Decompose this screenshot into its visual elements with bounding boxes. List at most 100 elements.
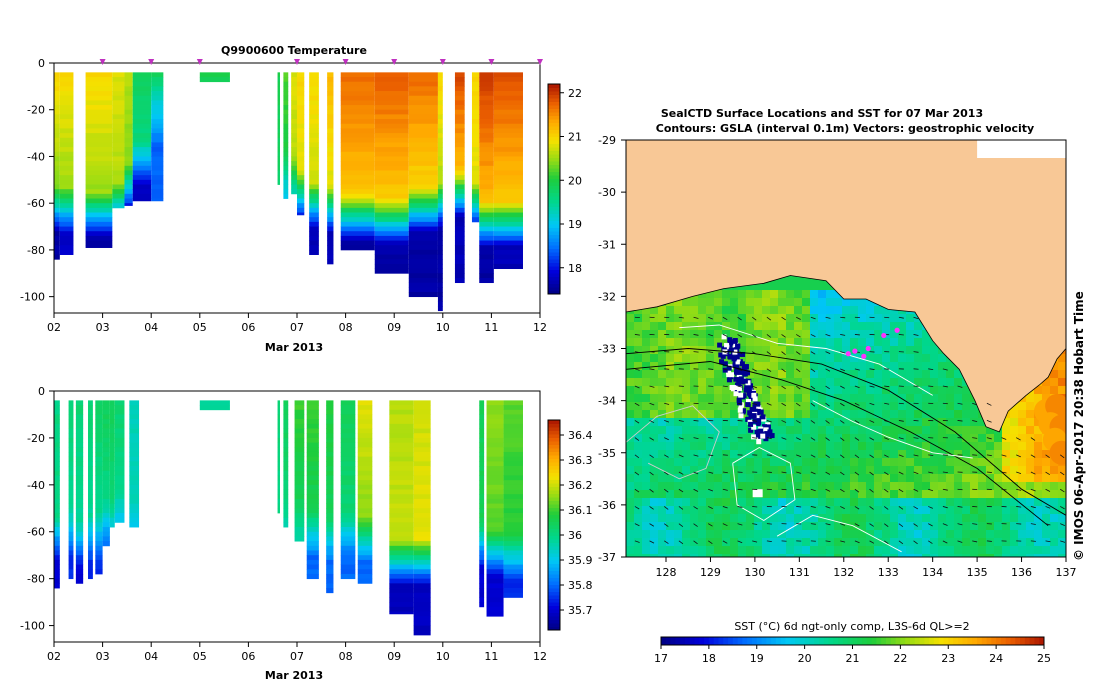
profile-cell <box>75 414 84 420</box>
sst-cell <box>978 450 986 458</box>
velocity-vector <box>1030 506 1036 509</box>
profile-cell <box>199 405 230 411</box>
profile-cell <box>114 508 125 514</box>
profile-cell <box>151 175 164 181</box>
velocity-vector <box>854 420 860 424</box>
colorbar-frame <box>547 83 561 295</box>
velocity-vector <box>957 540 963 543</box>
profile-cell <box>408 226 438 232</box>
sst-cell <box>626 474 634 482</box>
sst-cell <box>850 370 858 378</box>
sst-cell <box>850 546 858 554</box>
sst-cell <box>690 418 698 426</box>
profile-cell <box>479 447 485 453</box>
sst-cell <box>714 442 722 450</box>
sst-cell <box>762 354 770 362</box>
profile-cell <box>102 437 110 444</box>
profile-cell <box>503 531 523 537</box>
profile-cell <box>306 433 319 439</box>
gsla-contour-line <box>776 514 902 553</box>
sst-colorbar-segment <box>847 637 853 645</box>
sst-cell <box>810 362 818 370</box>
sst-cell <box>658 522 666 530</box>
profile-cell <box>109 433 115 439</box>
sst-colorbar-segment <box>728 637 734 645</box>
sst-cell <box>714 298 722 306</box>
sst-cell <box>786 370 794 378</box>
sst-cell <box>786 442 794 450</box>
profile-cell <box>503 428 523 434</box>
sst-cell <box>770 450 778 458</box>
profile-cell <box>309 245 319 251</box>
sst-cell <box>730 306 738 314</box>
profile-cell <box>68 489 74 495</box>
profile-cell <box>503 433 523 439</box>
profile-cell <box>340 494 356 500</box>
profile-cell <box>85 100 113 106</box>
sst-cell <box>930 386 938 394</box>
sst-cell <box>690 514 698 522</box>
sst-cell <box>730 490 738 498</box>
profile-cell <box>479 597 485 603</box>
profile-cell <box>294 414 305 420</box>
sst-cell <box>882 394 890 402</box>
sst-cell <box>898 362 906 370</box>
profile-cell <box>306 559 319 565</box>
profile-cell <box>486 405 504 411</box>
sst-cell <box>954 386 962 394</box>
profile-cell <box>479 86 494 92</box>
profile-cell <box>59 184 74 190</box>
sst-cell <box>946 370 954 378</box>
profile-cell <box>486 451 504 458</box>
profile-cell <box>493 249 523 255</box>
sst-cell <box>706 298 714 306</box>
sst-cell <box>794 418 802 426</box>
profile-cell <box>283 123 289 129</box>
sst-cell <box>746 314 754 322</box>
sst-cell <box>650 322 658 330</box>
profile-cell <box>327 198 334 204</box>
profile-cell <box>408 123 438 129</box>
missing-data-box <box>977 140 1066 158</box>
colorbar-segment <box>548 280 560 284</box>
profile-cell <box>479 240 494 246</box>
colorbar-segment <box>548 94 560 99</box>
cloud-pixel <box>760 414 766 420</box>
profile-cell <box>437 282 443 288</box>
sst-cell <box>786 290 794 298</box>
profile-cell <box>374 268 409 274</box>
sst-cell <box>898 346 906 354</box>
sst-cell <box>674 410 682 418</box>
sst-cell <box>946 378 954 386</box>
sst-colorbar-segment <box>799 637 806 645</box>
profile-cell <box>291 95 298 101</box>
velocity-vector <box>840 523 846 526</box>
colorbar-tick-label: 20 <box>568 174 582 187</box>
profile-cell <box>357 405 373 411</box>
profile-cell <box>132 81 152 87</box>
profile-cell <box>479 91 494 97</box>
colorbar-segment <box>548 133 560 137</box>
sst-cell <box>786 482 794 490</box>
sst-cell <box>842 514 850 522</box>
velocity-vector <box>869 454 874 458</box>
sst-cell <box>666 394 674 402</box>
profile-cell <box>340 545 356 551</box>
profile-cell <box>151 81 164 87</box>
profile-cell <box>437 277 443 284</box>
cloud-pixel <box>751 434 757 440</box>
sst-cell <box>754 346 762 354</box>
profile-cell <box>294 508 305 514</box>
velocity-vector <box>972 402 978 406</box>
sst-cell <box>850 458 858 466</box>
profile-cell <box>493 147 523 153</box>
profile-cell <box>471 100 480 106</box>
sst-cell <box>650 362 658 370</box>
cloud-pixel <box>733 376 739 382</box>
sst-cell <box>778 402 786 410</box>
profile-cell <box>309 133 319 139</box>
sst-cell <box>738 306 746 314</box>
velocity-vector <box>928 523 933 527</box>
profile-cell <box>326 456 334 462</box>
profile-cell <box>408 86 438 92</box>
